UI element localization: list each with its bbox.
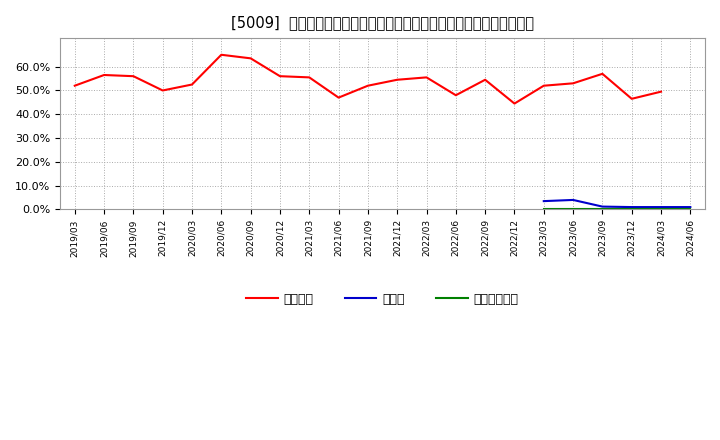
のれん bbox=[686, 205, 695, 210]
のれん bbox=[627, 205, 636, 210]
自己資本 bbox=[393, 77, 402, 82]
繰延税金資産 bbox=[569, 206, 577, 212]
自己資本 bbox=[364, 83, 372, 88]
繰延税金資産 bbox=[598, 206, 607, 212]
繰延税金資産 bbox=[686, 206, 695, 212]
自己資本 bbox=[100, 72, 109, 77]
自己資本 bbox=[334, 95, 343, 100]
自己資本 bbox=[305, 75, 314, 80]
のれん bbox=[598, 204, 607, 209]
自己資本 bbox=[71, 83, 79, 88]
のれん bbox=[569, 197, 577, 202]
自己資本 bbox=[451, 92, 460, 98]
自己資本 bbox=[188, 82, 197, 87]
自己資本 bbox=[481, 77, 490, 82]
繰延税金資産 bbox=[539, 206, 548, 212]
のれん bbox=[657, 205, 665, 210]
自己資本 bbox=[627, 96, 636, 102]
Title: [5009]  自己資本、のれん、繰延税金資産の総資産に対する比率の推移: [5009] 自己資本、のれん、繰延税金資産の総資産に対する比率の推移 bbox=[231, 15, 534, 30]
Legend: 自己資本, のれん, 繰延税金資産: 自己資本, のれん, 繰延税金資産 bbox=[241, 288, 523, 311]
Line: 自己資本: 自己資本 bbox=[75, 55, 661, 103]
自己資本 bbox=[129, 73, 138, 79]
Line: のれん: のれん bbox=[544, 200, 690, 207]
自己資本 bbox=[598, 71, 607, 77]
繰延税金資産 bbox=[627, 206, 636, 212]
繰延税金資産 bbox=[657, 206, 665, 212]
自己資本 bbox=[276, 73, 284, 79]
自己資本 bbox=[422, 75, 431, 80]
自己資本 bbox=[246, 56, 255, 61]
のれん bbox=[539, 198, 548, 204]
自己資本 bbox=[539, 83, 548, 88]
自己資本 bbox=[657, 89, 665, 94]
自己資本 bbox=[158, 88, 167, 93]
自己資本 bbox=[569, 81, 577, 86]
自己資本 bbox=[217, 52, 225, 57]
自己資本 bbox=[510, 101, 519, 106]
